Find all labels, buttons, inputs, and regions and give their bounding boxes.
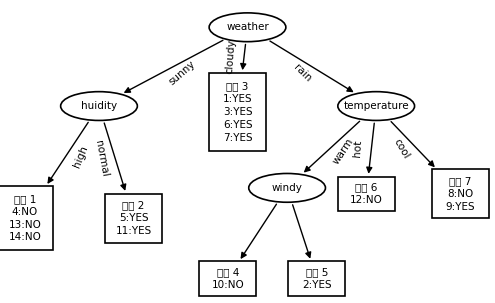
FancyBboxPatch shape (288, 261, 346, 296)
FancyBboxPatch shape (0, 186, 53, 250)
Text: warm: warm (331, 137, 355, 167)
Text: 树叶 6
12:NO: 树叶 6 12:NO (350, 182, 383, 205)
Text: 树叶 5
2:YES: 树叶 5 2:YES (302, 267, 332, 290)
Text: 树叶 2
5:YES
11:YES: 树叶 2 5:YES 11:YES (115, 200, 152, 236)
Text: cloudy: cloudy (224, 39, 237, 74)
Text: hot: hot (352, 139, 363, 157)
Text: cool: cool (392, 137, 411, 161)
FancyBboxPatch shape (199, 261, 256, 296)
Text: windy: windy (272, 183, 302, 193)
Ellipse shape (248, 173, 326, 202)
Ellipse shape (61, 92, 138, 120)
Text: 树叶 7
8:NO
9:YES: 树叶 7 8:NO 9:YES (446, 176, 475, 212)
Text: temperature: temperature (344, 101, 409, 111)
Ellipse shape (209, 13, 286, 42)
FancyBboxPatch shape (432, 169, 489, 218)
Text: 树叶 3
1:YES
3:YES
6:YES
7:YES: 树叶 3 1:YES 3:YES 6:YES 7:YES (223, 82, 252, 143)
Text: sunny: sunny (167, 59, 198, 87)
Text: weather: weather (226, 22, 269, 32)
Ellipse shape (338, 92, 415, 120)
Text: huidity: huidity (81, 101, 117, 111)
Text: high: high (72, 144, 90, 169)
FancyBboxPatch shape (338, 177, 395, 211)
Text: rain: rain (292, 62, 313, 83)
Text: 树叶 4
10:NO: 树叶 4 10:NO (211, 267, 244, 290)
FancyBboxPatch shape (209, 73, 266, 151)
Text: normal: normal (93, 140, 109, 178)
FancyBboxPatch shape (105, 194, 162, 243)
Text: 树叶 1
4:NO
13:NO
14:NO: 树叶 1 4:NO 13:NO 14:NO (8, 194, 41, 242)
